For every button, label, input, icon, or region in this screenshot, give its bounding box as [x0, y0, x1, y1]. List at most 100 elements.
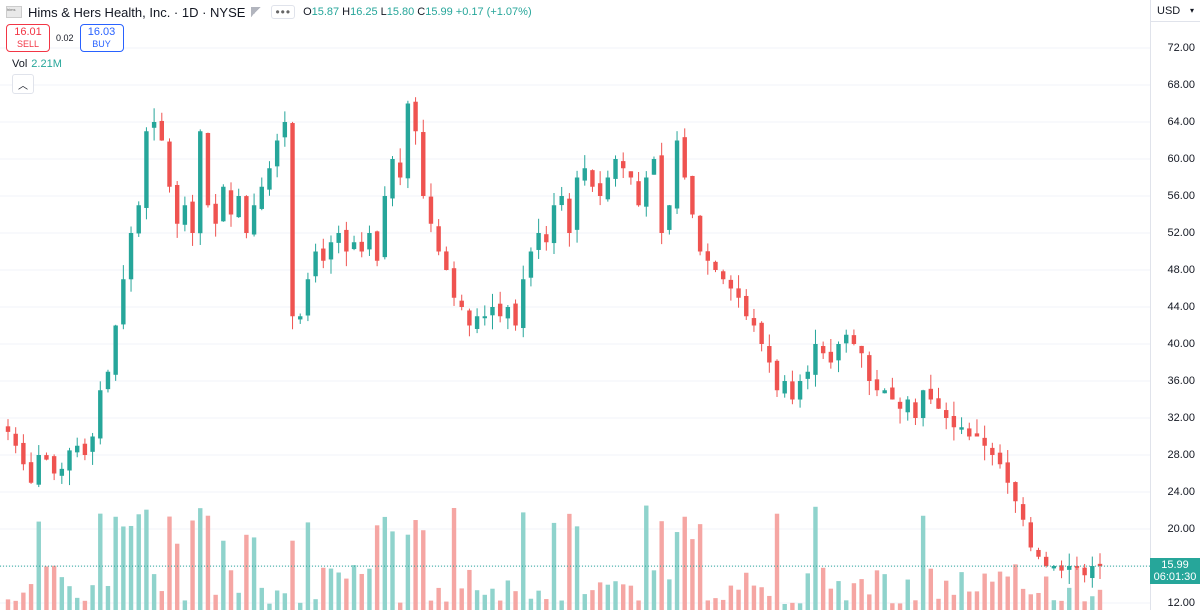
price-tick: 40.00	[1167, 338, 1195, 350]
candle-body	[198, 131, 203, 234]
candle-body	[728, 279, 734, 289]
candle-body	[505, 307, 511, 319]
candle-body	[436, 226, 441, 252]
last-price-value: 15.99	[1161, 559, 1189, 571]
candle-body	[251, 205, 257, 235]
candle-body	[1020, 504, 1026, 520]
candle-body	[613, 159, 618, 179]
candle-body	[859, 345, 864, 354]
candle-body	[336, 233, 341, 243]
ohlc-value: 15.99	[425, 6, 453, 18]
candle-body	[205, 132, 211, 206]
candle-body	[113, 325, 118, 375]
candle-body	[36, 455, 41, 485]
candle-body	[90, 436, 95, 452]
volume-bar	[590, 590, 595, 610]
volume-bar	[182, 600, 188, 610]
candle-body	[682, 137, 687, 178]
volume-legend: Vol 2.21M	[12, 58, 62, 70]
volume-bar	[936, 598, 941, 610]
volume-bar	[551, 522, 557, 610]
volume-bar	[228, 570, 234, 610]
candle-body	[1005, 462, 1010, 483]
candle-body	[1043, 556, 1049, 566]
candle-body	[767, 346, 772, 363]
volume-bar	[897, 603, 903, 610]
volume-bar	[836, 581, 841, 610]
buy-button[interactable]: 16.03 BUY	[79, 24, 124, 52]
volume-bar	[521, 512, 526, 610]
volume-bar	[1043, 576, 1049, 610]
price-tick: 48.00	[1167, 264, 1195, 276]
volume-bar	[298, 602, 303, 610]
price-tick: 24.00	[1167, 486, 1195, 498]
candle-body	[720, 271, 726, 280]
flag-icon[interactable]	[251, 7, 262, 17]
volume-bar	[105, 585, 111, 610]
candle-body	[844, 334, 849, 344]
price-tick: 12.00	[1167, 597, 1195, 609]
volume-bar	[1067, 587, 1072, 610]
candlestick-chart[interactable]	[0, 0, 1150, 610]
volume-bar	[851, 583, 857, 610]
price-tick: 20.00	[1167, 523, 1195, 535]
volume-bar	[467, 569, 472, 610]
chevron-down-icon: ▾	[1189, 6, 1194, 15]
currency-selector[interactable]: USD ▾	[1150, 0, 1200, 22]
candle-body	[644, 177, 649, 207]
candle-body	[590, 170, 595, 187]
price-tick: 28.00	[1167, 449, 1195, 461]
candle-body	[920, 390, 926, 419]
symbol-title[interactable]: Hims & Hers Health, Inc. · 1D · NYSE	[28, 4, 246, 20]
volume-bar	[236, 592, 241, 610]
sell-price: 16.01	[14, 26, 42, 38]
price-tick: 68.00	[1167, 79, 1195, 91]
symbol-legend: hims Hims & Hers Health, Inc. · 1D · NYS…	[6, 4, 535, 20]
candle-body	[628, 171, 634, 178]
ohlc-value: 16.25	[350, 6, 378, 18]
candle-body	[1090, 566, 1095, 579]
price-axis[interactable]: 72.00 68.00 64.00 60.00 56.00 52.00 48.00 44.00…	[1150, 0, 1200, 610]
candle-body	[974, 433, 980, 437]
candle-body	[305, 279, 311, 316]
candle-body	[1097, 563, 1103, 567]
volume-bar	[744, 572, 749, 610]
candle-body	[828, 351, 834, 363]
volume-bar	[713, 598, 718, 610]
volume-bar	[482, 594, 487, 610]
volume-bar	[759, 587, 764, 610]
volume-bar	[367, 568, 372, 610]
volume-bar	[805, 573, 810, 610]
volume-bar	[144, 509, 149, 610]
volume-bar	[874, 570, 880, 610]
volume-bar	[413, 520, 418, 610]
volume-bar	[567, 513, 572, 610]
candle-body	[536, 233, 541, 250]
volume-bar	[282, 593, 288, 610]
volume-bar	[1013, 564, 1018, 610]
candle-body	[259, 186, 264, 209]
candle-body	[421, 132, 426, 196]
volume-bar	[813, 506, 818, 610]
volume-bar	[336, 572, 341, 610]
candle-body	[82, 443, 88, 455]
candle-body	[751, 318, 757, 326]
chevron-up-icon[interactable]: ︿	[12, 74, 34, 94]
volume-bar	[990, 581, 995, 610]
more-dots-icon[interactable]: •••	[271, 5, 296, 19]
candle-body	[782, 381, 787, 394]
candle-body	[274, 140, 280, 167]
candle-body	[105, 371, 111, 390]
candle-body	[98, 390, 103, 439]
candle-body	[5, 426, 11, 432]
candle-body	[290, 123, 295, 317]
sell-button[interactable]: 16.01 SELL	[6, 24, 50, 52]
volume-bar	[436, 587, 441, 610]
volume-bar	[582, 594, 587, 610]
candle-body	[851, 335, 857, 344]
volume-bar	[190, 520, 195, 610]
volume-bar	[997, 571, 1003, 610]
volume-bar	[267, 603, 272, 610]
volume-bar	[13, 600, 18, 610]
volume-bar	[397, 602, 403, 610]
